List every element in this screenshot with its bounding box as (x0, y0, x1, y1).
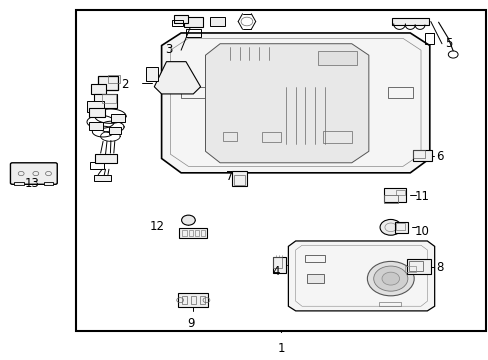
Bar (408, 261, 423, 271)
Bar (182, 230, 186, 236)
Bar (306, 274, 323, 283)
Bar (273, 257, 282, 267)
Text: 3: 3 (165, 42, 172, 55)
Bar (172, 20, 183, 26)
Bar (395, 190, 405, 195)
Text: 2: 2 (121, 78, 128, 91)
Text: 11: 11 (414, 190, 429, 203)
Bar (272, 257, 286, 273)
Bar (107, 75, 120, 83)
Circle shape (366, 261, 413, 296)
Bar (89, 122, 102, 130)
Bar (94, 94, 117, 108)
Bar (395, 223, 404, 230)
Bar (109, 127, 121, 134)
Text: 4: 4 (272, 265, 279, 278)
Bar (181, 87, 205, 98)
Circle shape (181, 215, 195, 225)
Polygon shape (161, 33, 429, 173)
Text: 13: 13 (25, 177, 40, 190)
Bar (222, 132, 237, 141)
Bar (195, 230, 199, 236)
Bar (76, 10, 485, 330)
Bar (395, 222, 407, 233)
Text: 1: 1 (277, 342, 284, 355)
Bar (102, 94, 116, 103)
Bar (91, 84, 105, 94)
Bar (261, 132, 281, 142)
Bar (43, 182, 53, 185)
Bar (199, 296, 204, 304)
Bar (322, 131, 351, 143)
Circle shape (381, 272, 399, 285)
Text: 10: 10 (414, 225, 429, 238)
Text: 5: 5 (445, 37, 452, 50)
Text: 12: 12 (149, 220, 164, 233)
Polygon shape (154, 62, 200, 94)
Circle shape (373, 266, 407, 291)
Bar (209, 17, 225, 26)
Polygon shape (205, 44, 368, 163)
Bar (98, 76, 118, 90)
Bar (233, 175, 245, 185)
Bar (425, 33, 433, 44)
Bar (188, 230, 193, 236)
Text: 7: 7 (225, 170, 233, 183)
Bar (387, 87, 412, 98)
Bar (378, 302, 400, 306)
Circle shape (379, 220, 401, 235)
Bar (383, 195, 397, 203)
Bar (90, 162, 104, 169)
Bar (383, 188, 405, 202)
Bar (174, 15, 187, 23)
Bar (145, 67, 158, 81)
Bar (391, 18, 427, 26)
Text: 6: 6 (435, 150, 443, 163)
Bar (182, 296, 186, 304)
Bar (404, 266, 415, 272)
FancyBboxPatch shape (10, 163, 57, 184)
Bar (190, 296, 195, 304)
Bar (407, 259, 430, 274)
Bar (231, 171, 247, 186)
Bar (201, 230, 205, 236)
Polygon shape (288, 241, 434, 311)
Bar (87, 102, 104, 112)
Text: 9: 9 (187, 317, 194, 330)
Bar (89, 108, 105, 117)
Text: 8: 8 (435, 261, 442, 274)
Bar (412, 150, 424, 158)
Bar (305, 255, 325, 262)
Bar (183, 17, 203, 27)
Bar (317, 51, 356, 65)
Bar (178, 293, 208, 307)
Bar (14, 182, 24, 185)
Bar (111, 114, 124, 122)
Bar (412, 150, 431, 161)
Bar (94, 154, 116, 163)
Bar (179, 228, 207, 238)
Bar (93, 175, 110, 181)
Bar (185, 29, 200, 37)
